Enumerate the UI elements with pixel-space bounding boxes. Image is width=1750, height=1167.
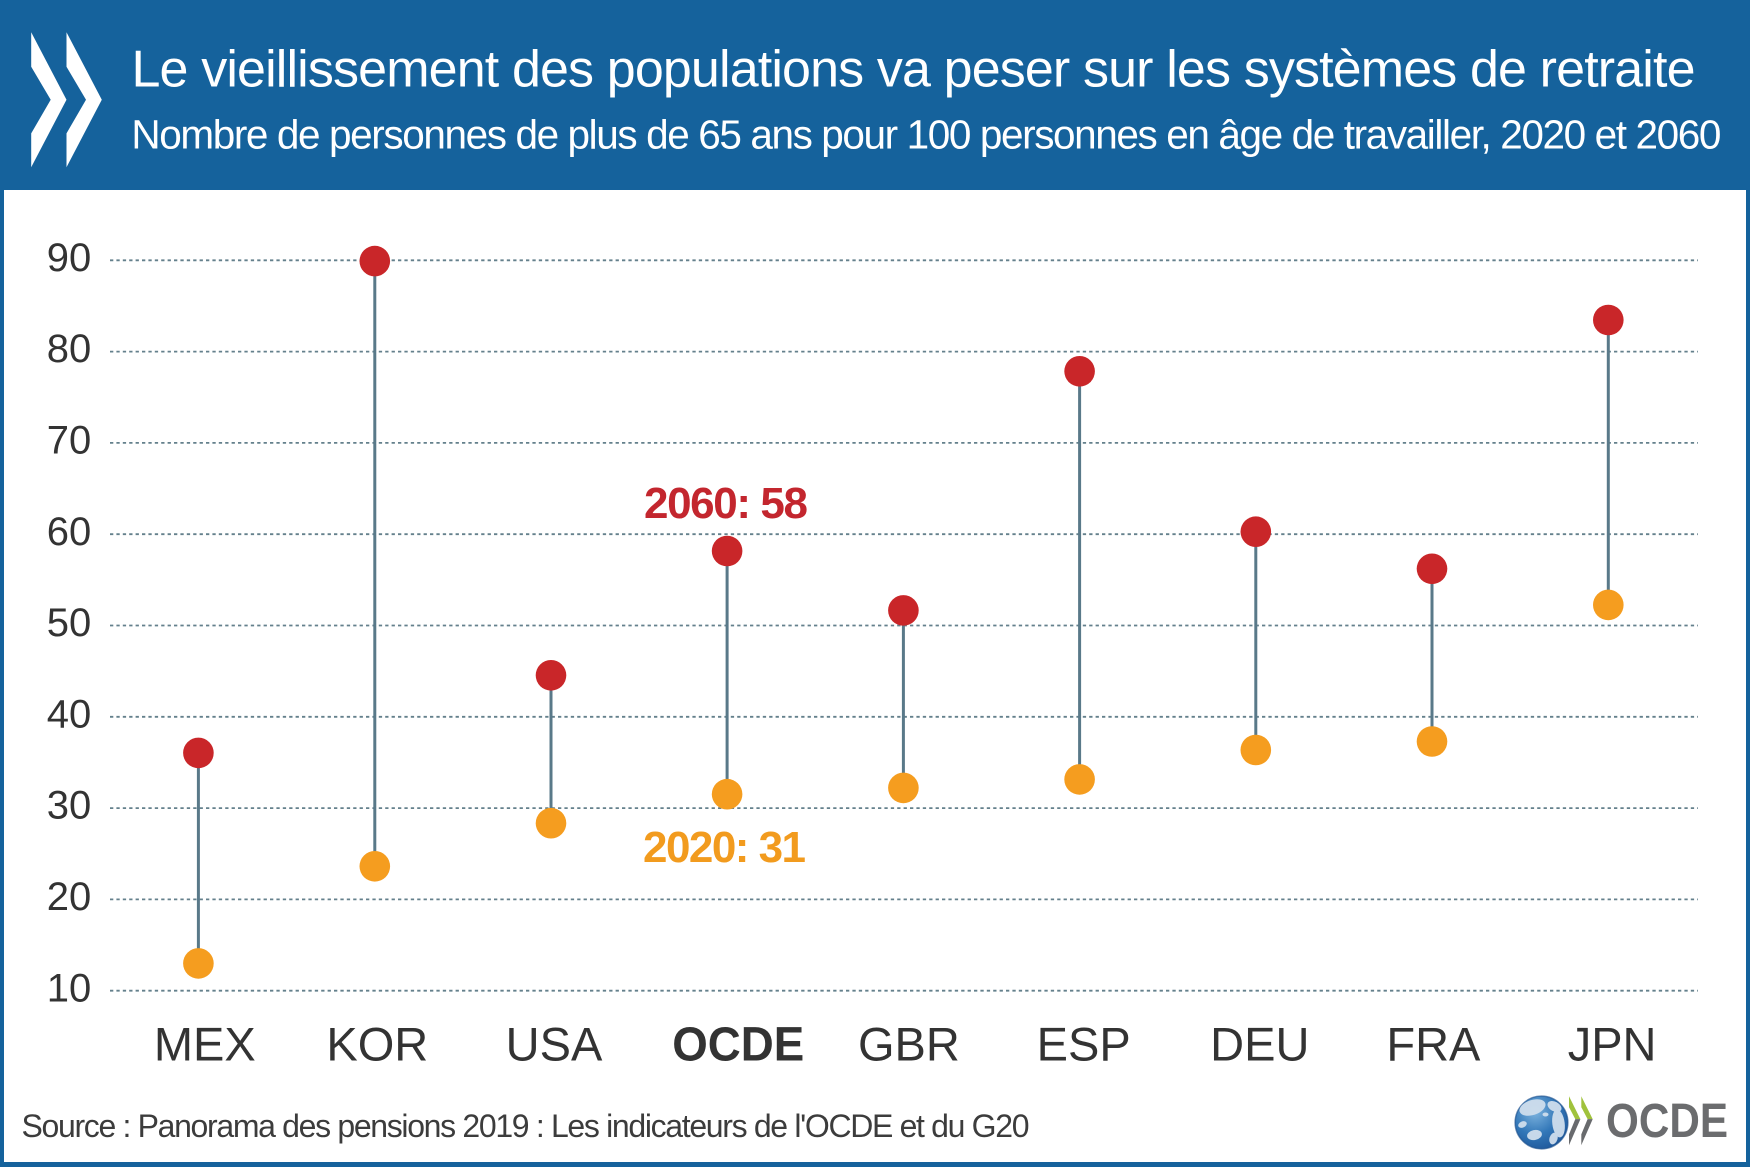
svg-text:JPN: JPN [1568,1018,1657,1071]
svg-text:GBR: GBR [858,1018,960,1071]
svg-text:40: 40 [47,692,92,736]
svg-text:70: 70 [47,419,92,463]
svg-text:Le vieillissement des populati: Le vieillissement des populations va pes… [132,40,1696,98]
svg-text:MEX: MEX [154,1018,256,1071]
svg-text:80: 80 [47,327,92,371]
svg-text:Nombre de personnes de plus de: Nombre de personnes de plus de 65 ans po… [131,112,1721,158]
svg-text:Source : Panorama des pensions: Source : Panorama des pensions 2019 : Le… [22,1108,1030,1144]
svg-text:OCDE: OCDE [1606,1095,1728,1148]
svg-text:30: 30 [47,784,92,828]
svg-text:10: 10 [47,966,92,1010]
svg-text:2060: 58: 2060: 58 [644,479,808,528]
svg-text:20: 20 [47,875,92,919]
svg-text:USA: USA [506,1018,603,1071]
svg-text:KOR: KOR [326,1018,428,1071]
svg-text:ESP: ESP [1037,1018,1131,1071]
svg-text:50: 50 [47,601,92,645]
svg-text:90: 90 [47,236,92,280]
svg-text:DEU: DEU [1210,1018,1309,1071]
svg-text:OCDE: OCDE [672,1019,804,1072]
svg-text:60: 60 [47,510,92,554]
svg-text:2020: 31: 2020: 31 [643,823,806,872]
svg-text:FRA: FRA [1386,1018,1481,1071]
